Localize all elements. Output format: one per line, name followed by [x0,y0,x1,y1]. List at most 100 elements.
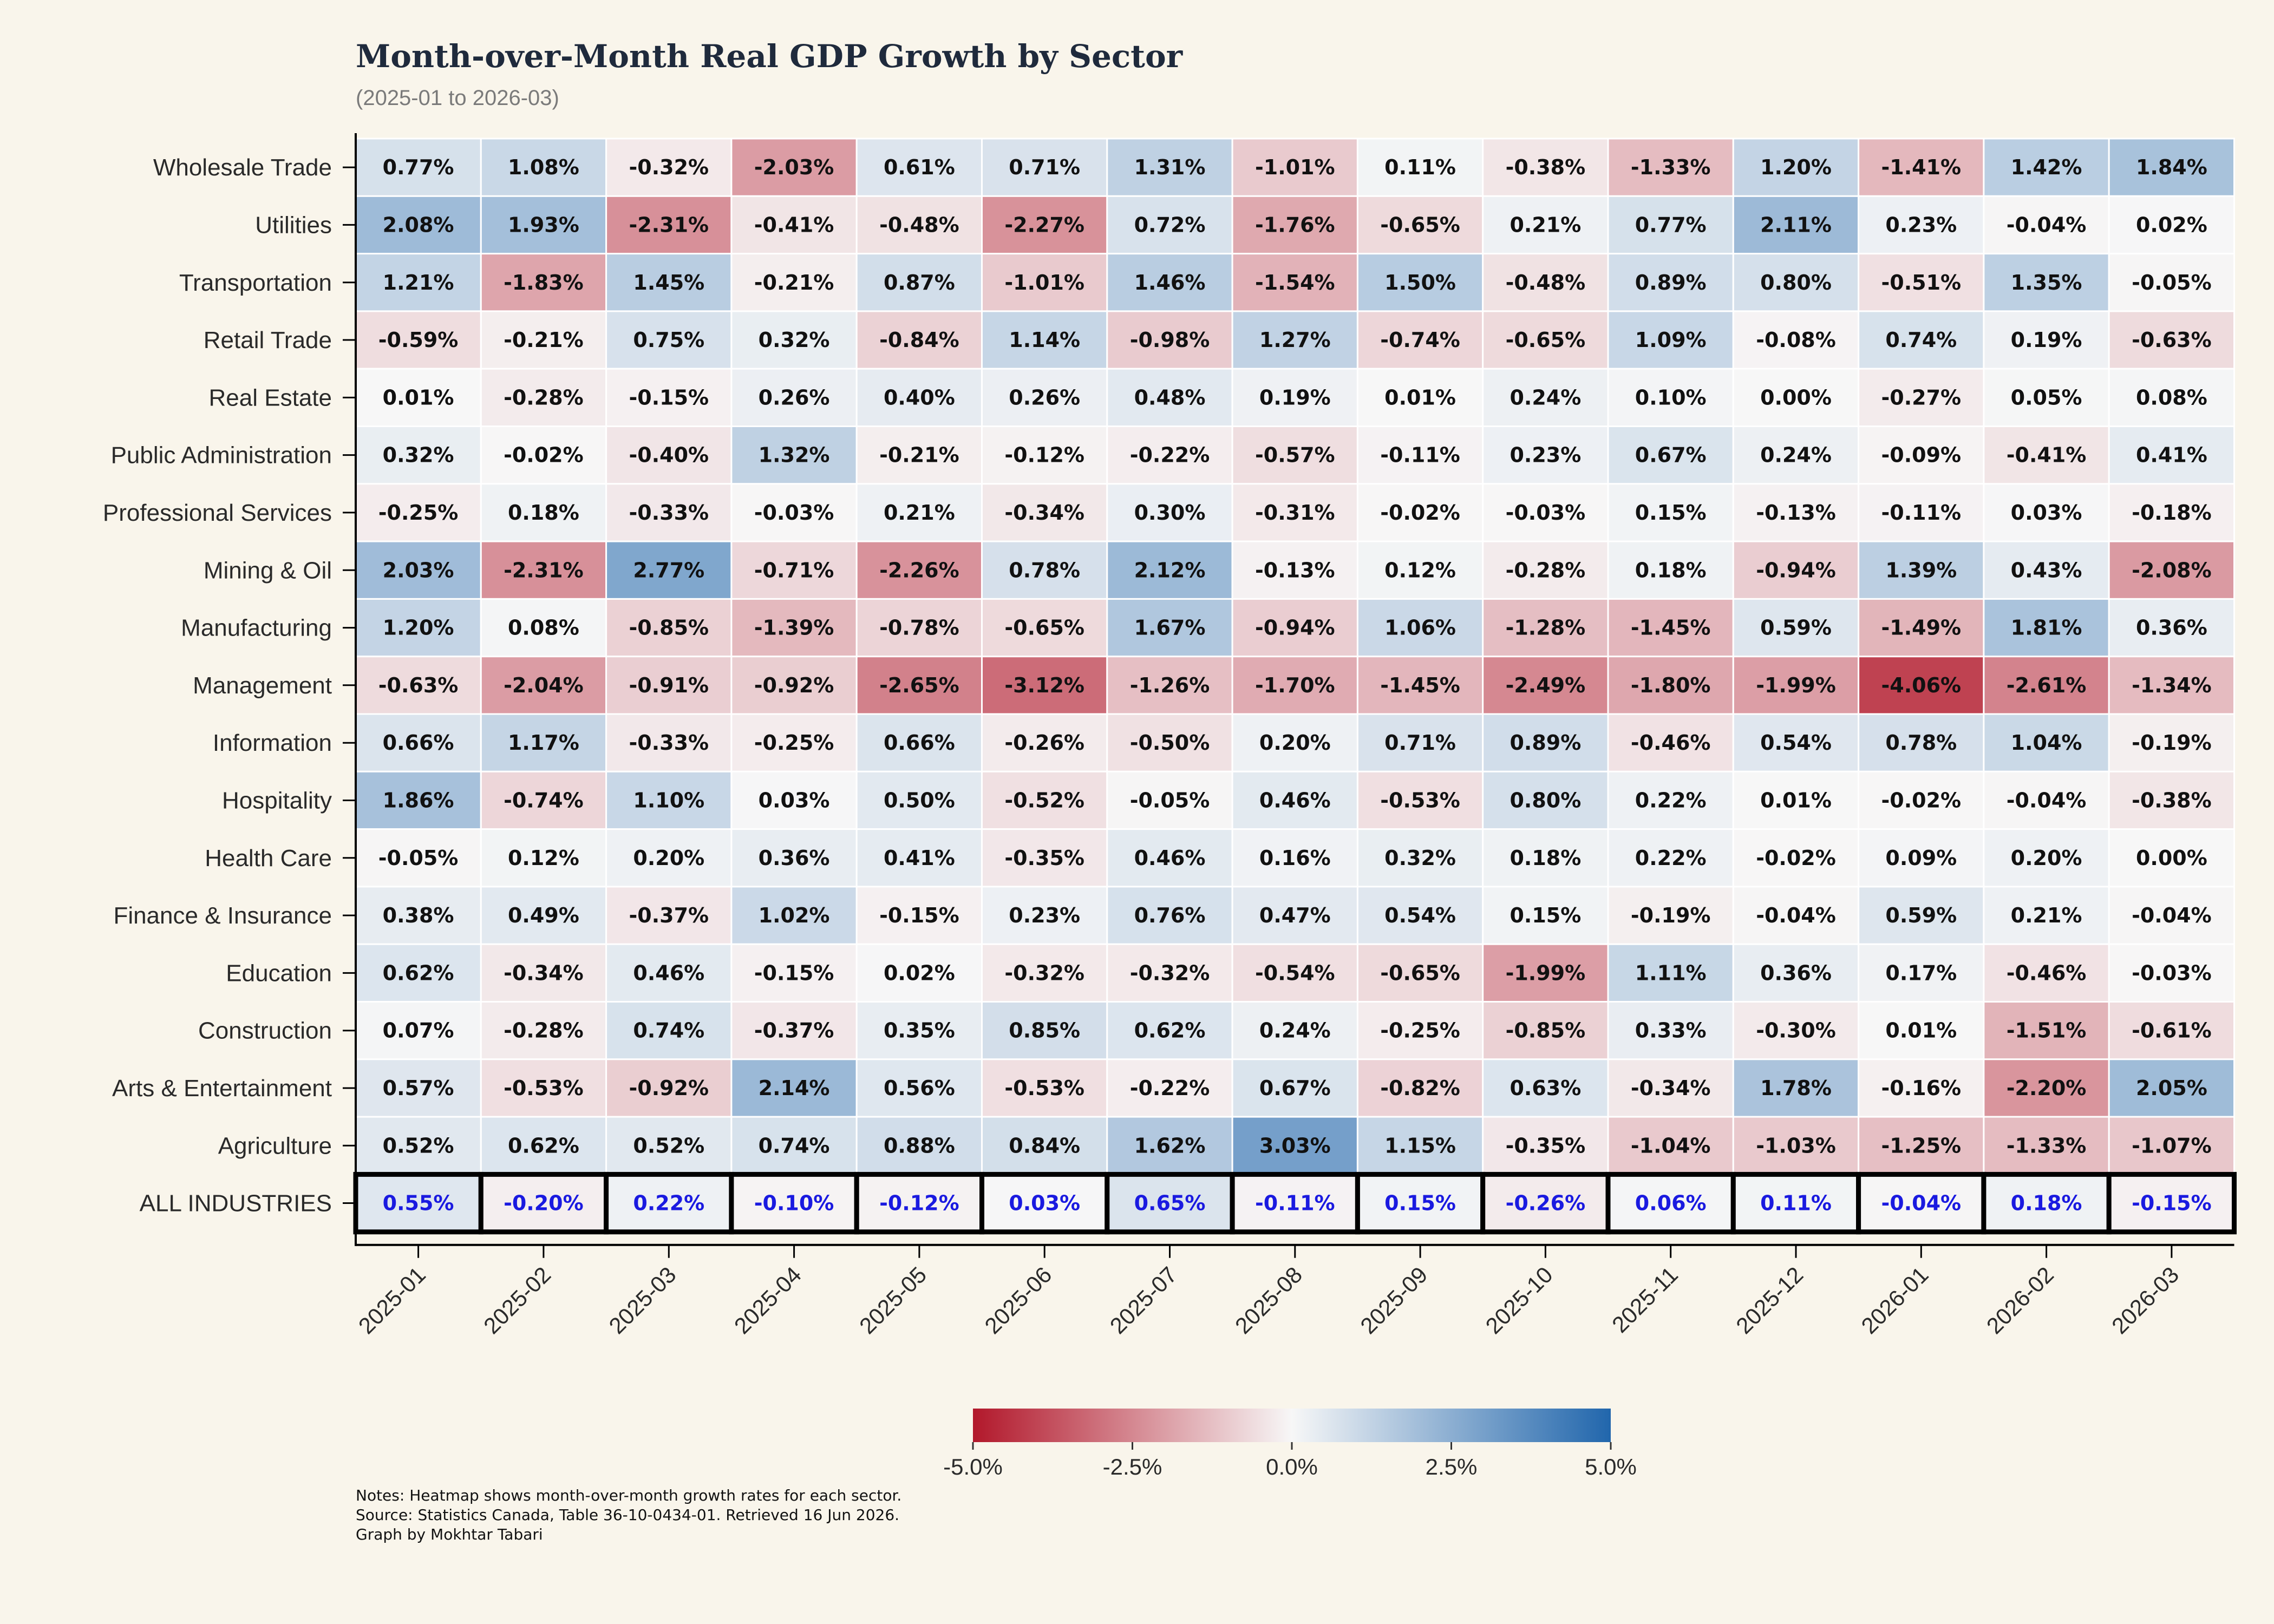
heatmap-cell [1106,425,1233,485]
cell-value-label: 0.80% [1760,271,1832,294]
source-line: Source: Statistics Canada, Table 36-10-0… [356,1506,899,1524]
cell-value-label: 0.32% [759,328,830,352]
heatmap-cell [355,770,482,830]
heatmap-cell [1356,886,1484,945]
cell-value-label: -0.12% [879,1191,959,1215]
cell-value-label: -0.04% [2007,789,2087,813]
cell-value-label: 1.04% [2011,731,2082,755]
row-label: Wholesale Trade [153,154,332,181]
cell-value-label: -0.41% [2007,443,2087,467]
cell-value-label: -0.11% [1881,501,1961,525]
heatmap-cell [480,770,607,830]
heatmap-cell [1482,770,1609,830]
cell-value-label: 0.50% [884,789,955,813]
cell-value-label: 0.66% [383,731,454,755]
cell-value-label: 0.80% [1510,789,1581,813]
cell-value-label: 0.11% [1760,1191,1832,1215]
cell-value-label: 0.22% [1635,789,1707,813]
cell-value-label: -0.74% [1380,328,1460,352]
cell-value-label: -1.41% [1881,155,1961,179]
cell-value-label: 1.39% [1885,558,1957,582]
heatmap-cell [1983,137,2110,197]
heatmap-cell [1983,253,2110,312]
heatmap-cell [480,943,607,1003]
heatmap-cells: 0.77% 1.08% -0.32% -2.03% 0.61% 0.71% 1.31% -1.… [353,137,2237,1235]
heatmap-cell [1858,1116,1985,1175]
row-label: Management [193,672,332,699]
all-industries-cell [1605,1171,1736,1235]
cell-value-label: -0.04% [1756,903,1836,927]
cell-value-label: 2.11% [1760,213,1832,237]
cell-value-label: 0.54% [1384,903,1456,927]
heatmap-cell [1482,310,1609,370]
all-industries-cell [1981,1171,2112,1235]
heatmap-cell [1983,770,2110,830]
heatmap-cell [2108,828,2235,888]
heatmap-cell [1607,310,1734,370]
cell-value-label: -0.04% [2132,903,2212,927]
row-label: Public Administration [111,442,332,469]
cell-value-label: 0.52% [633,1134,704,1157]
cell-value-label: -1.39% [754,616,834,640]
cell-value-label: 0.02% [884,961,955,985]
cell-value-label: 1.35% [2011,271,2082,294]
heatmap-cell [981,886,1108,945]
cell-value-label: 0.55% [383,1191,454,1215]
heatmap-cell [730,540,858,600]
cell-value-label: 0.56% [884,1076,955,1100]
cell-value-label: -0.61% [2132,1019,2212,1043]
cell-value-label: -2.26% [879,558,959,582]
cell-value-label: 0.03% [759,789,830,813]
heatmap-cell [1356,770,1484,830]
cell-value-label: -0.04% [1881,1191,1961,1215]
row-label: Transportation [179,270,332,296]
heatmap-cell [2108,195,2235,255]
heatmap-cell [480,1058,607,1118]
cell-value-label: 0.46% [1259,789,1331,813]
colorbar-tick-label: 2.5% [1426,1454,1478,1479]
cell-value-label: 0.41% [884,846,955,870]
cell-value-label: 0.15% [1384,1191,1456,1215]
cell-value-label: 0.16% [1259,846,1331,870]
heatmap-cell [1983,828,2110,888]
heatmap-cell [1231,253,1358,312]
cell-value-label: 0.24% [1259,1019,1331,1043]
heatmap-cell [1356,656,1484,715]
cell-value-label: 1.84% [2136,155,2207,179]
cell-value-label: -0.18% [2132,501,2212,525]
cell-value-label: 0.74% [1885,328,1957,352]
cell-value-label: 2.08% [383,213,454,237]
cell-value-label: 1.17% [508,731,579,755]
all-industries-cell [1480,1171,1611,1235]
all-industries-cell [478,1171,609,1235]
cell-value-label: -0.71% [754,558,834,582]
cell-value-label: 0.57% [383,1076,454,1100]
cell-value-label: 0.18% [508,501,579,525]
cell-value-label: -0.02% [504,443,584,467]
heatmap-cell [1983,1116,2110,1175]
cell-value-label: -2.65% [879,673,959,697]
cell-value-label: 0.38% [383,903,454,927]
heatmap-cell [605,368,733,428]
heatmap-cell [2108,1058,2235,1118]
cell-value-label: -0.85% [1506,1019,1586,1043]
chart-title: Month-over-Month Real GDP Growth by Sect… [356,38,1184,75]
cell-value-label: 0.67% [1259,1076,1331,1100]
heatmap-cell [1482,1058,1609,1118]
row-label: Retail Trade [204,327,332,353]
cell-value-label: -0.37% [754,1019,834,1043]
cell-value-label: -0.26% [1506,1191,1586,1215]
credit-line: Graph by Mokhtar Tabari [356,1525,543,1543]
cell-value-label: -3.12% [1004,673,1084,697]
cell-value-label: -1.54% [1255,271,1335,294]
cell-value-label: 0.46% [1134,846,1206,870]
heatmap-cell [1356,310,1484,370]
cell-value-label: -1.33% [1631,155,1711,179]
cell-value-label: -0.32% [629,155,709,179]
cell-value-label: 0.10% [1635,385,1707,409]
cell-value-label: -0.94% [1756,558,1836,582]
heatmap-cell [1482,137,1609,197]
cell-value-label: -0.16% [1881,1076,1961,1100]
heatmap-cell [1607,656,1734,715]
cell-value-label: -0.08% [1756,328,1836,352]
